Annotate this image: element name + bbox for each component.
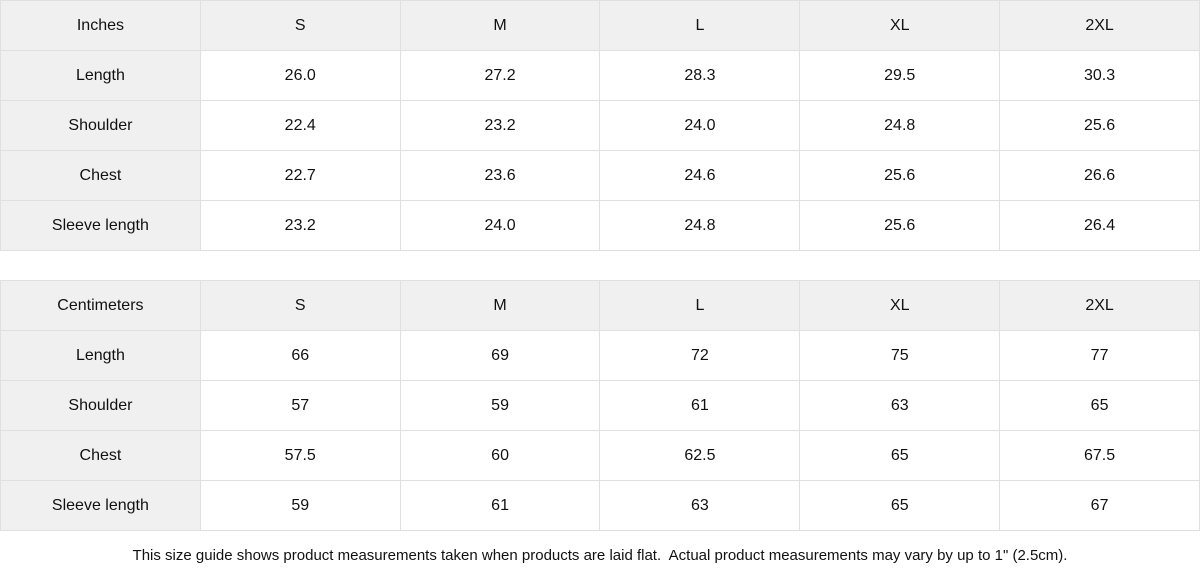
table-header-row: Inches S M L XL 2XL (0, 0, 1200, 51)
value-cell: 62.5 (599, 430, 801, 481)
value-cell: 60 (399, 430, 601, 481)
size-header-cell-xl: XL (799, 0, 1001, 51)
value-cell: 26.0 (199, 50, 401, 101)
table-row: Sleeve length 59 61 63 65 67 (0, 480, 1200, 531)
value-cell: 24.0 (399, 200, 601, 251)
row-label-cell: Sleeve length (0, 480, 201, 531)
value-cell: 65 (999, 380, 1200, 431)
size-guide-note: This size guide shows product measuremen… (0, 531, 1200, 580)
value-cell: 24.0 (599, 100, 801, 151)
value-cell: 22.4 (199, 100, 401, 151)
size-header-cell-m: M (399, 0, 601, 51)
value-cell: 23.2 (399, 100, 601, 151)
value-cell: 61 (599, 380, 801, 431)
value-cell: 67.5 (999, 430, 1200, 481)
value-cell: 23.2 (199, 200, 401, 251)
table-row: Sleeve length 23.2 24.0 24.8 25.6 26.4 (0, 200, 1200, 251)
table-row: Length 26.0 27.2 28.3 29.5 30.3 (0, 50, 1200, 101)
row-label-cell: Chest (0, 430, 201, 481)
value-cell: 24.8 (799, 100, 1001, 151)
table-row: Shoulder 57 59 61 63 65 (0, 380, 1200, 431)
value-cell: 63 (599, 480, 801, 531)
row-label-cell: Length (0, 50, 201, 101)
value-cell: 24.8 (599, 200, 801, 251)
value-cell: 77 (999, 330, 1200, 381)
value-cell: 29.5 (799, 50, 1001, 101)
row-label-cell: Shoulder (0, 380, 201, 431)
size-header-cell-2xl: 2XL (999, 0, 1200, 51)
value-cell: 30.3 (999, 50, 1200, 101)
value-cell: 63 (799, 380, 1001, 431)
value-cell: 28.3 (599, 50, 801, 101)
unit-header-cell: Centimeters (0, 280, 201, 331)
table-header-row: Centimeters S M L XL 2XL (0, 280, 1200, 331)
unit-header-cell: Inches (0, 0, 201, 51)
value-cell: 25.6 (799, 200, 1001, 251)
value-cell: 25.6 (999, 100, 1200, 151)
value-cell: 59 (399, 380, 601, 431)
size-header-cell-s: S (199, 0, 401, 51)
value-cell: 66 (199, 330, 401, 381)
size-header-cell-s: S (199, 280, 401, 331)
value-cell: 26.6 (999, 150, 1200, 201)
row-label-cell: Length (0, 330, 201, 381)
value-cell: 22.7 (199, 150, 401, 201)
value-cell: 65 (799, 430, 1001, 481)
value-cell: 27.2 (399, 50, 601, 101)
size-header-cell-m: M (399, 280, 601, 331)
table-gap (0, 251, 1200, 280)
value-cell: 69 (399, 330, 601, 381)
value-cell: 72 (599, 330, 801, 381)
table-row: Length 66 69 72 75 77 (0, 330, 1200, 381)
size-header-cell-2xl: 2XL (999, 280, 1200, 331)
value-cell: 26.4 (999, 200, 1200, 251)
size-header-cell-xl: XL (799, 280, 1001, 331)
value-cell: 24.6 (599, 150, 801, 201)
value-cell: 23.6 (399, 150, 601, 201)
value-cell: 67 (999, 480, 1200, 531)
value-cell: 59 (199, 480, 401, 531)
table-row: Chest 22.7 23.6 24.6 25.6 26.6 (0, 150, 1200, 201)
value-cell: 75 (799, 330, 1001, 381)
value-cell: 57.5 (199, 430, 401, 481)
size-header-cell-l: L (599, 0, 801, 51)
size-header-cell-l: L (599, 280, 801, 331)
value-cell: 65 (799, 480, 1001, 531)
row-label-cell: Shoulder (0, 100, 201, 151)
inches-size-table: Inches S M L XL 2XL Length 26.0 27.2 28.… (0, 0, 1200, 251)
row-label-cell: Chest (0, 150, 201, 201)
value-cell: 25.6 (799, 150, 1001, 201)
value-cell: 57 (199, 380, 401, 431)
value-cell: 61 (399, 480, 601, 531)
table-row: Chest 57.5 60 62.5 65 67.5 (0, 430, 1200, 481)
centimeters-size-table: Centimeters S M L XL 2XL Length 66 69 72… (0, 280, 1200, 531)
row-label-cell: Sleeve length (0, 200, 201, 251)
table-row: Shoulder 22.4 23.2 24.0 24.8 25.6 (0, 100, 1200, 151)
